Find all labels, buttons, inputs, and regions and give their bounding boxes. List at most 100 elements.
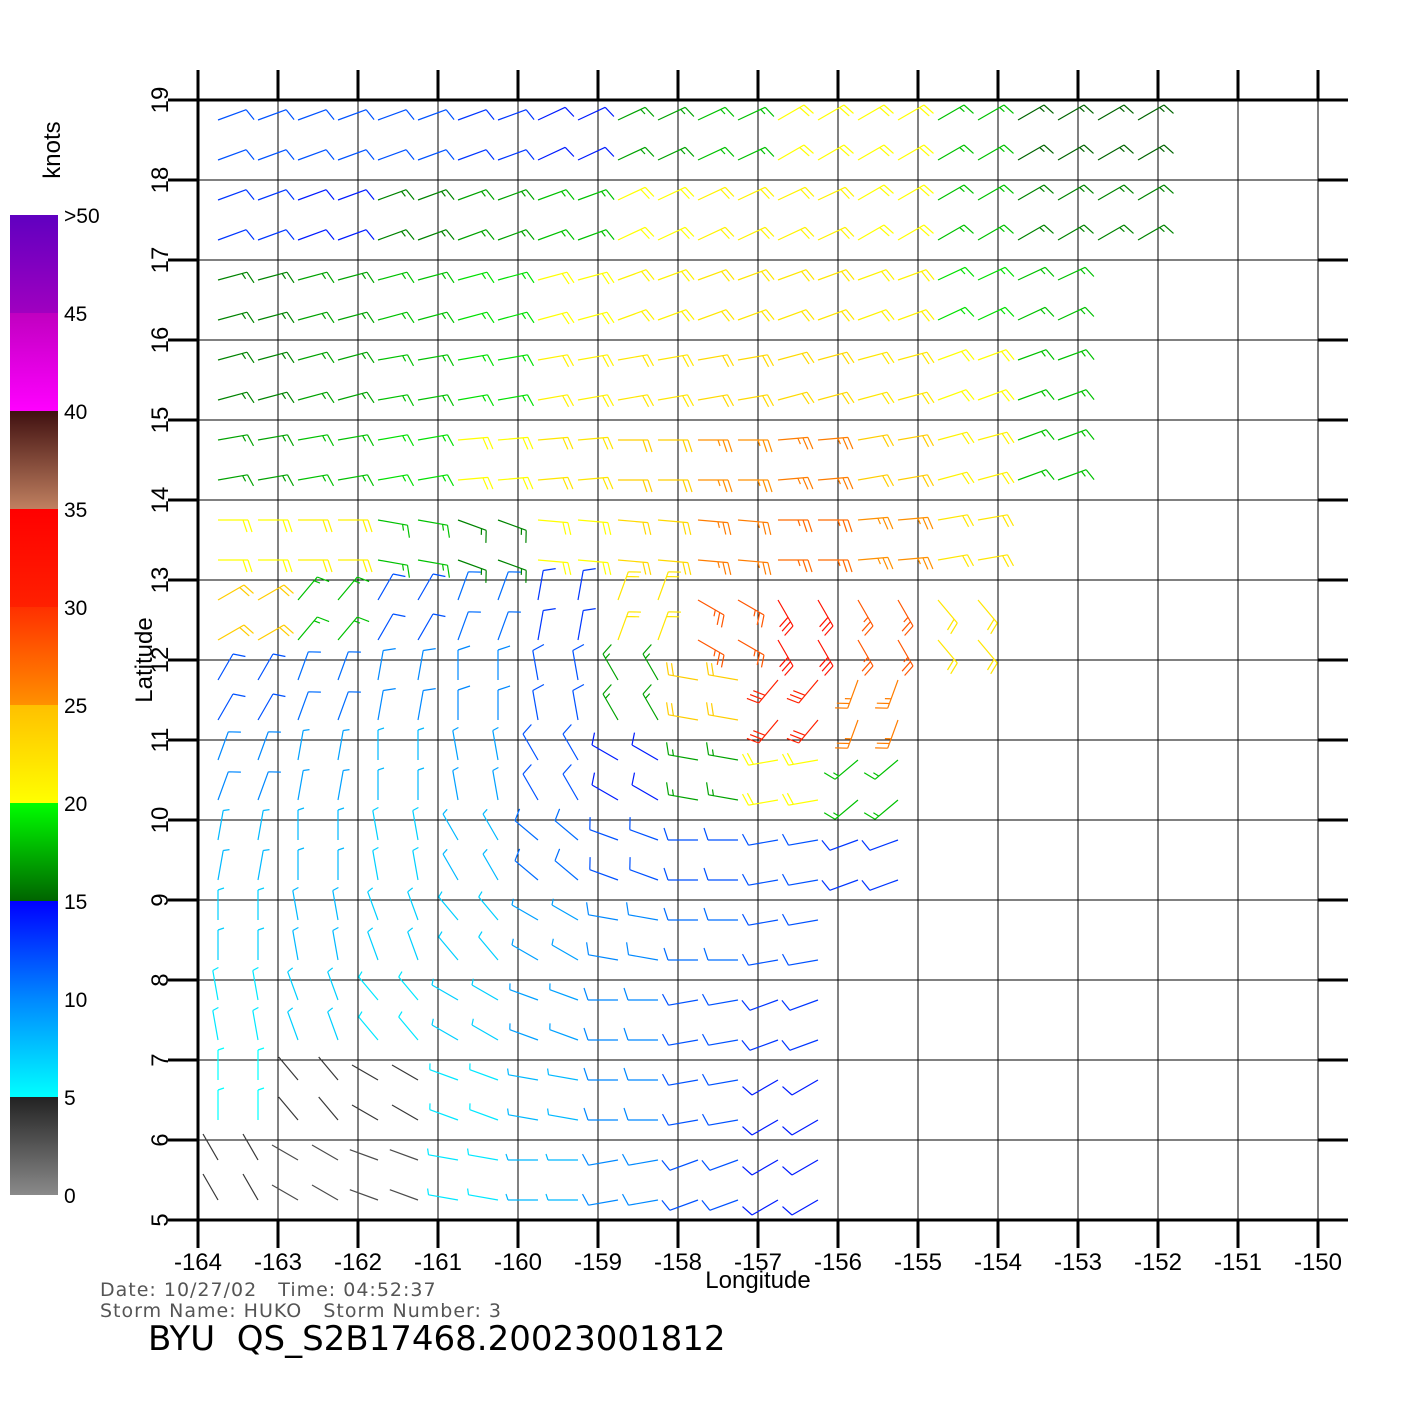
wind-barb (817, 309, 855, 322)
wind-barb (777, 309, 815, 322)
wind-barb (737, 309, 775, 322)
wind-barb (617, 146, 655, 161)
wind-barb (623, 1027, 658, 1041)
wind-barb (478, 891, 499, 921)
wind-barb (737, 106, 775, 121)
wind-barb (318, 1056, 339, 1081)
wind-barb (438, 931, 459, 961)
wind-barb (817, 391, 855, 405)
wind-barb (741, 873, 779, 886)
wind-barb (617, 611, 641, 641)
wind-barb (857, 184, 894, 201)
wind-barb (1137, 184, 1174, 201)
wind-barb (583, 1107, 618, 1121)
wind-barb (1017, 224, 1054, 241)
wind-barb (417, 474, 455, 487)
wind-barb (977, 389, 1015, 402)
wind-barb (657, 354, 695, 368)
wind-barb (666, 742, 699, 761)
wind-barb (782, 1119, 819, 1136)
x-tick-label: -159 (574, 1249, 622, 1276)
wind-barb (337, 651, 361, 681)
wind-barb (817, 144, 854, 161)
wind-barb (318, 1096, 339, 1121)
wind-barb (777, 144, 814, 161)
wind-barb (297, 807, 305, 840)
wind-barb (657, 146, 695, 161)
wind-barb (482, 808, 499, 841)
wind-barb (977, 104, 1014, 121)
wind-barb (377, 767, 385, 800)
wind-barb (492, 766, 499, 801)
wind-barb (861, 839, 899, 851)
wind-barb (202, 1133, 219, 1161)
wind-barb (429, 1103, 459, 1121)
wind-barb (897, 351, 935, 365)
wind-barb (257, 311, 295, 324)
wind-barb (737, 354, 775, 368)
wind-barb (897, 144, 934, 161)
wind-barb (297, 311, 335, 324)
wind-barb (417, 271, 455, 284)
wind-barb (661, 1113, 699, 1126)
colorbar-band (10, 803, 58, 901)
wind-barb (1137, 104, 1174, 121)
wind-barb (897, 516, 934, 530)
wind-barb (457, 229, 495, 241)
wind-barb (311, 1184, 339, 1201)
wind-barb (701, 1073, 739, 1086)
wind-barb (478, 931, 499, 961)
y-tick-label: 5 (147, 1213, 174, 1226)
wind-barb (442, 848, 459, 881)
wind-barb (298, 559, 333, 573)
wind-barb (937, 306, 975, 321)
wind-barb (351, 1104, 379, 1121)
wind-barb (349, 1189, 379, 1201)
wind-barb (377, 109, 415, 121)
wind-barb (937, 389, 975, 402)
wind-barb (835, 719, 859, 749)
wind-barb (278, 1096, 299, 1121)
wind-barb (511, 938, 539, 961)
wind-barb (537, 354, 575, 368)
colorbar-label: 0 (64, 1185, 76, 1208)
wind-barb (857, 391, 895, 405)
wind-barb (417, 519, 450, 538)
wind-barb (457, 189, 495, 201)
wind-barb (497, 271, 535, 284)
wind-barb (697, 186, 735, 201)
wind-barb (583, 987, 618, 1001)
wind-barb (532, 683, 545, 721)
wind-barb (457, 519, 487, 543)
wind-barb (457, 436, 494, 450)
wind-barb (657, 186, 695, 201)
wind-barb (497, 229, 535, 241)
wind-barb (617, 571, 641, 601)
wind-barb (577, 608, 596, 641)
wind-barb (657, 611, 681, 641)
wind-barb (897, 474, 935, 488)
wind-barb (217, 1047, 225, 1080)
wind-barb (212, 1006, 219, 1041)
wind-barb (218, 559, 253, 573)
wind-barb (742, 1159, 779, 1176)
wind-barb (514, 808, 539, 841)
wind-barb (602, 644, 619, 681)
wind-barb (297, 847, 305, 880)
wind-barb (661, 993, 699, 1006)
wind-barb (821, 839, 859, 851)
wind-barb (737, 146, 775, 161)
wind-barb (509, 1023, 539, 1041)
wind-barb (631, 772, 659, 801)
wind-barb (509, 983, 539, 1001)
wind-barb (577, 519, 612, 536)
footer-date: Date: 10/27/02 Time: 04:52:37 (100, 1279, 437, 1301)
colorbar-label: 45 (64, 303, 87, 326)
wind-barb (257, 849, 270, 881)
wind-barb (661, 1199, 699, 1211)
wind-barb (777, 476, 814, 490)
wind-barb (666, 702, 699, 721)
wind-barb (417, 613, 446, 641)
wind-barb (617, 354, 655, 368)
wind-barb (377, 474, 415, 487)
